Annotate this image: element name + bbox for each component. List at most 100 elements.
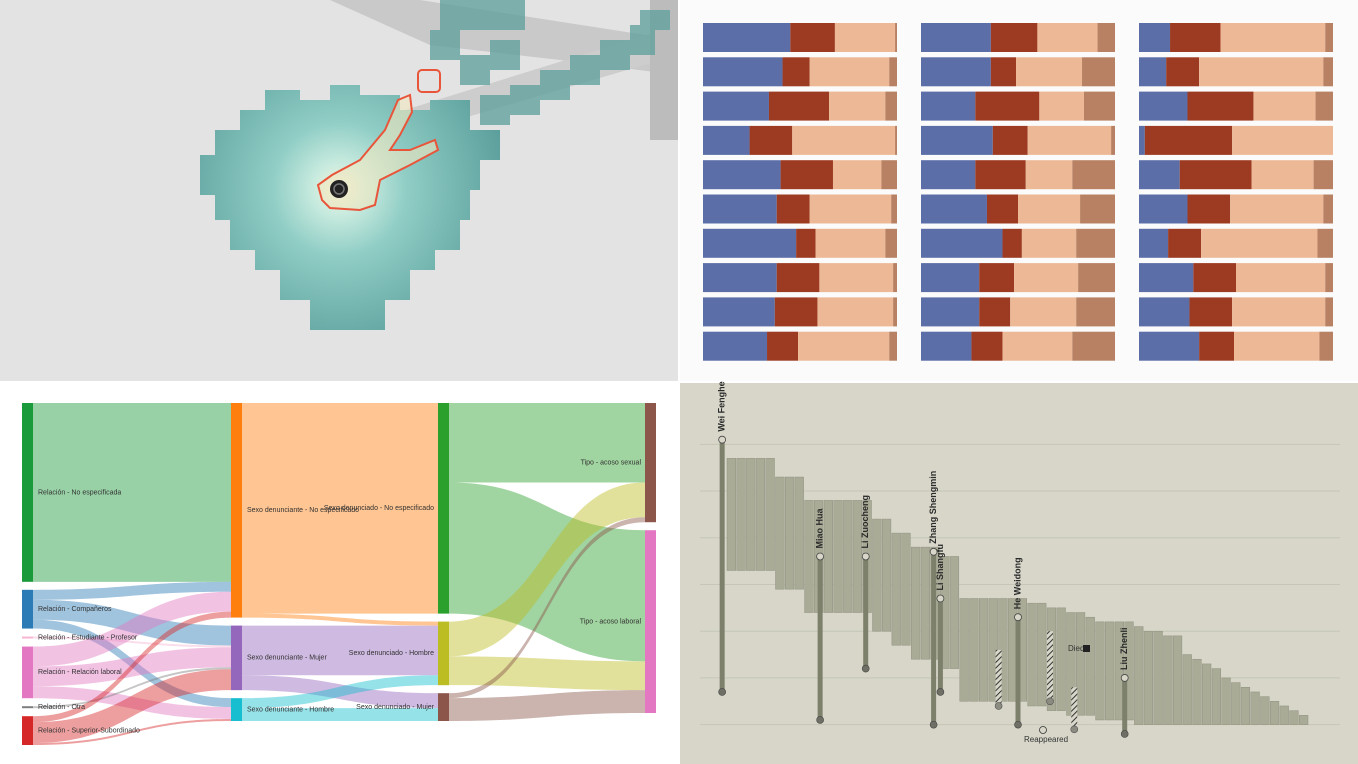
sankey-link (33, 669, 231, 744)
bar-segment (809, 57, 890, 87)
bar-segment (921, 331, 972, 361)
bar-segment (1220, 23, 1326, 52)
range-bar (1037, 602, 1047, 707)
bar-segment (1025, 160, 1073, 190)
sankey-link (33, 647, 231, 687)
end-marker (1046, 697, 1054, 706)
range-bar (891, 532, 901, 646)
bar-segment (1323, 57, 1333, 87)
bar-segment (703, 91, 769, 121)
bar-segment (1139, 297, 1190, 327)
bar-segment (1072, 160, 1115, 190)
bar-segment (1139, 57, 1167, 87)
bar-segment (921, 228, 1003, 258)
bar-segment (1039, 91, 1084, 121)
range-bar (1250, 691, 1260, 725)
range-bar (1124, 621, 1134, 721)
bar-segment (1317, 228, 1333, 258)
range-bar (1172, 635, 1183, 725)
annotation-marker (1083, 645, 1090, 652)
bar-segment (889, 331, 897, 361)
person-label: Li Zuocheng (860, 495, 870, 549)
range-bar (1269, 701, 1280, 725)
origin-point (330, 180, 348, 198)
node-label: Relación - No especificada (38, 489, 121, 496)
range-bar (746, 458, 756, 571)
sankey-node (22, 706, 33, 709)
range-bar-chart: Wei Fenghe Miao Hua Li Zuocheng Zhang Sheng… (700, 381, 1340, 744)
bar-segment (921, 23, 991, 52)
bar-segment (1251, 160, 1314, 190)
bar-segment (817, 297, 894, 327)
range-bar (1221, 677, 1231, 725)
bar-segment (1083, 91, 1115, 121)
hatched-bar (1071, 687, 1078, 730)
bar-segment (703, 23, 791, 52)
grid-cell (570, 55, 600, 85)
bar-segment (1016, 57, 1083, 87)
grid-cell (470, 0, 500, 30)
grid-cell (510, 85, 540, 115)
range-bar (833, 500, 843, 613)
range-bar (1153, 630, 1163, 725)
range-bar (1105, 621, 1115, 721)
node-label: Sexo denunciante - No especificado (247, 507, 359, 514)
grid-cell (600, 40, 630, 70)
node-label: Relación - Relación laboral (38, 669, 122, 676)
end-marker (1014, 720, 1022, 729)
bar-segment (1018, 194, 1081, 224)
grid-cell (480, 95, 510, 125)
grid-cell (460, 55, 490, 85)
bar-segment (1139, 194, 1188, 224)
range-bar (784, 476, 795, 590)
sankey-node (22, 646, 33, 699)
range-bar (1211, 668, 1221, 725)
range-bar (949, 556, 960, 669)
bar-segment (796, 228, 816, 258)
bar-segment (1144, 125, 1233, 155)
sankey-node (645, 530, 656, 713)
start-marker (718, 435, 727, 444)
range-bar (1143, 630, 1154, 725)
bar-segment (1002, 331, 1073, 361)
node-label: Sexo denunciante - Mujer (247, 655, 327, 662)
range-outline (417, 69, 441, 93)
bar-segment (1168, 228, 1202, 258)
sankey-node (22, 589, 33, 629)
bar-segment (893, 263, 897, 293)
sankey-node (22, 716, 33, 745)
bar-segment (1010, 297, 1077, 327)
bar-segment (1187, 194, 1231, 224)
range-bar (1299, 715, 1309, 725)
range-bar (736, 458, 746, 571)
range-bar (1231, 682, 1241, 725)
sankey-link (449, 656, 645, 691)
sankey-link (242, 403, 438, 614)
bar-segment (1080, 194, 1115, 224)
range-bar (1289, 710, 1299, 725)
stacked-bars (703, 23, 1333, 361)
bar-segment (703, 160, 781, 190)
sankey-link (33, 581, 231, 600)
bar-segment (1002, 228, 1022, 258)
bar-segment (1082, 57, 1115, 87)
sankey-link (449, 403, 645, 483)
sankey-link (33, 619, 231, 708)
bar-segment (703, 331, 768, 361)
range-bar (959, 598, 969, 702)
bar-segment (774, 297, 818, 327)
node-label: Sexo denunciante - Hombre (247, 706, 334, 713)
range-bar (978, 598, 989, 702)
bar-segment (921, 125, 993, 155)
annotation: Reappeared (1024, 735, 1068, 744)
bar-segment (1097, 23, 1115, 52)
start-marker (1014, 613, 1022, 622)
range-bar (911, 546, 921, 660)
sankey-node (438, 403, 449, 614)
bar-segment (776, 194, 810, 224)
sankey-link (242, 675, 438, 709)
bar-segment (1014, 263, 1079, 293)
bar-segment (798, 331, 890, 361)
sankey-link (33, 403, 231, 582)
